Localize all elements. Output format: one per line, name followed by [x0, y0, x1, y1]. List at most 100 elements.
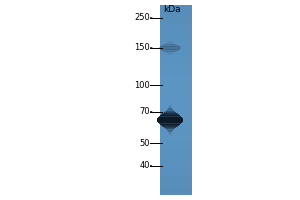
Bar [160, 159, 192, 162]
Bar [160, 107, 192, 110]
Bar [160, 81, 192, 83]
Bar [169, 132, 171, 133]
Bar [160, 10, 192, 12]
Bar [160, 83, 192, 86]
Bar [160, 143, 192, 145]
Bar [157, 120, 183, 121]
Bar [160, 7, 192, 10]
Bar [157, 119, 183, 120]
Bar [160, 49, 180, 50]
Bar [160, 45, 192, 48]
Bar [160, 140, 192, 143]
Text: 150-: 150- [134, 44, 153, 52]
Bar [160, 46, 180, 47]
Bar [160, 105, 192, 107]
Bar [157, 118, 183, 119]
Bar [160, 100, 192, 102]
Bar [160, 93, 192, 95]
Bar [169, 41, 172, 42]
Bar [164, 51, 176, 52]
Bar [160, 74, 192, 76]
Bar [166, 52, 174, 53]
Bar [167, 109, 173, 110]
Bar [160, 138, 192, 140]
Bar [161, 49, 179, 50]
Bar [168, 131, 172, 132]
Bar [160, 126, 192, 129]
Bar [168, 131, 172, 132]
Bar [160, 162, 192, 164]
Bar [160, 115, 180, 116]
Bar [168, 107, 172, 108]
Bar [169, 134, 171, 135]
Bar [163, 44, 177, 45]
Bar [160, 115, 180, 116]
Bar [160, 67, 192, 69]
Bar [169, 40, 171, 41]
Bar [169, 55, 170, 56]
Bar [158, 118, 182, 119]
Bar [163, 126, 177, 127]
Bar [160, 31, 192, 33]
Bar [163, 113, 177, 114]
Bar [167, 130, 173, 131]
Bar [167, 53, 173, 54]
Bar [160, 150, 192, 152]
Bar [164, 127, 175, 128]
Bar [160, 186, 192, 188]
Bar [160, 121, 192, 124]
Bar [160, 17, 192, 19]
Bar [169, 133, 171, 134]
Bar [169, 104, 170, 105]
Bar [161, 50, 178, 51]
Bar [161, 125, 179, 126]
Bar [157, 121, 183, 122]
Bar [168, 108, 172, 109]
Bar [160, 69, 192, 72]
Bar [160, 76, 192, 79]
Bar [158, 122, 182, 123]
Bar [169, 105, 171, 106]
Bar [160, 152, 192, 155]
Text: 100-: 100- [134, 80, 153, 90]
Bar [160, 26, 192, 29]
Bar [160, 55, 192, 57]
Bar [160, 98, 192, 100]
Bar [162, 50, 178, 51]
Bar [160, 19, 192, 22]
Bar [166, 43, 174, 44]
Bar [160, 36, 192, 38]
Bar [167, 42, 172, 43]
Bar [164, 44, 176, 45]
Bar [160, 72, 192, 74]
Bar [162, 126, 178, 127]
Bar [169, 135, 170, 136]
Bar [160, 46, 180, 47]
Bar [167, 130, 173, 131]
Bar [169, 54, 172, 55]
Bar [166, 52, 174, 53]
Bar [169, 55, 171, 56]
Bar [162, 114, 178, 115]
Bar [160, 110, 192, 112]
Bar [160, 90, 192, 93]
Bar [160, 164, 192, 166]
Bar [168, 108, 172, 109]
Bar [160, 48, 192, 50]
Bar [160, 29, 192, 31]
Bar [160, 79, 192, 81]
Bar [160, 183, 192, 186]
Bar [166, 43, 174, 44]
Bar [160, 188, 192, 190]
Bar [160, 169, 192, 171]
Bar [166, 110, 174, 111]
Bar [160, 178, 192, 181]
Bar [160, 124, 180, 125]
Bar [160, 166, 192, 169]
Bar [160, 136, 192, 138]
Bar [160, 193, 192, 195]
Bar [158, 117, 182, 118]
Bar [165, 51, 175, 52]
Bar [160, 148, 192, 150]
Bar [163, 51, 177, 52]
